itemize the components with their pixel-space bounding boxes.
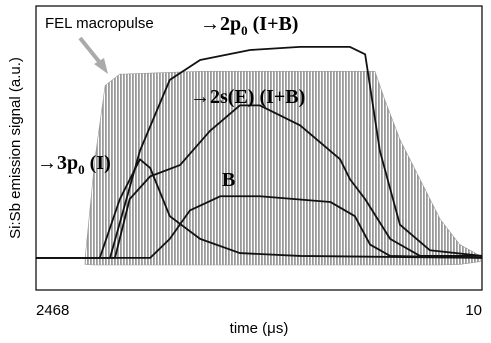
annotation: →2s(E) (I+B) (190, 86, 305, 108)
series-line (36, 158, 483, 259)
pulse-label: FEL macropulse (45, 15, 154, 32)
annotation: →2p0 (I+B) (200, 13, 298, 38)
series-line (36, 104, 482, 259)
plot-area (36, 45, 483, 266)
x-tick-label: 2468 (36, 302, 69, 319)
axes-frame (35, 5, 483, 291)
series-line (36, 45, 483, 259)
y-axis-label: Si:Sb emission signal (a.u.) (7, 57, 24, 239)
x-axis-label: time (μs) (230, 320, 289, 337)
x-tick-label: 10 (465, 302, 482, 319)
pulse-arrow (78, 36, 108, 74)
annotation: →3p0 (I) (37, 152, 111, 177)
pulse-area (84, 71, 481, 266)
annotation: B (222, 169, 235, 191)
series-line (36, 195, 483, 259)
